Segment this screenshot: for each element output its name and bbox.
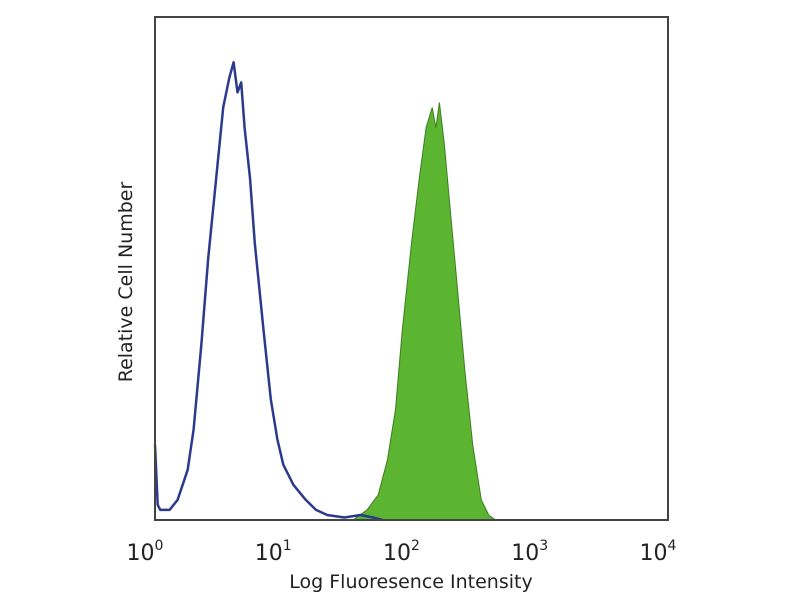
x-tick-label: 103 [511,538,548,566]
x-tick-label: 100 [127,538,164,566]
outline-histogram-series [153,61,384,522]
x-tick-label: 101 [255,538,292,566]
x-axis-label: Log Fluoresence Intensity [289,571,532,593]
x-tick-label: 104 [640,538,677,566]
filled-histogram-series [351,102,497,521]
plot-frame [154,16,669,521]
x-tick-label: 102 [383,538,420,566]
y-axis-label: Relative Cell Number [115,182,137,383]
